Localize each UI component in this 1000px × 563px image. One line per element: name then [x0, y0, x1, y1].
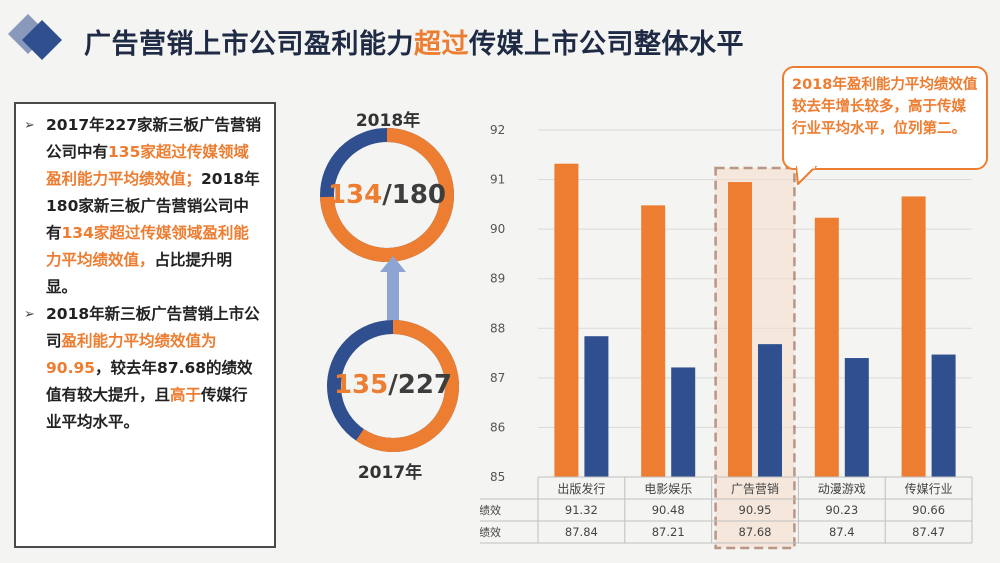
- bar: [758, 344, 782, 477]
- page-title: 广告营销上市公司盈利能力超过传媒上市公司整体水平: [84, 29, 744, 60]
- data-label: 90.66: [912, 503, 945, 517]
- data-label: 90.95: [739, 503, 772, 517]
- x-tick-label: 出版发行: [557, 481, 605, 496]
- data-label: 87.4: [829, 525, 855, 539]
- data-label: 90.48: [652, 503, 685, 517]
- data-label: 90.23: [825, 503, 858, 517]
- bar: [641, 205, 666, 477]
- bar: [814, 217, 839, 477]
- data-label: 87.47: [912, 525, 945, 539]
- bar: [554, 163, 579, 478]
- callout-tail: [796, 166, 817, 185]
- y-tick-label: 86: [490, 420, 505, 434]
- bullet-arrow-icon: ➢: [24, 307, 35, 322]
- y-tick-label: 90: [490, 222, 505, 236]
- bar: [931, 354, 956, 477]
- bar: [728, 182, 752, 478]
- x-tick-label: 广告营销: [731, 482, 779, 496]
- data-label: 87.68: [739, 525, 772, 539]
- bar-chart: 92 91 90 89 88 87 86 85 出版发行 电影娱乐 广告营销 动漫游戏 传媒行业 2018…: [480, 123, 973, 550]
- y-tick-label: 92: [490, 123, 505, 137]
- y-tick-label: 85: [490, 470, 505, 484]
- donut-2017-ratio: 135/227: [333, 370, 453, 400]
- donut-2018: [320, 128, 454, 262]
- legend-label: 2017年盈利能力行业平均绩效: [480, 525, 501, 539]
- callout-note: 2018年盈利能力平均绩效值较去年增长较多，高于传媒行业平均水平，位列第二。: [782, 66, 988, 170]
- x-tick-label: 传媒行业: [905, 481, 953, 496]
- bar: [671, 367, 696, 477]
- donut-2018-ratio: 134/180: [327, 180, 447, 210]
- y-tick-label: 89: [490, 272, 505, 286]
- y-tick-label: 87: [490, 371, 505, 385]
- x-tick-label: 电影娱乐: [644, 482, 692, 496]
- donut-2017: [327, 320, 459, 452]
- donut-2018-label: 2018年: [355, 111, 421, 131]
- bar: [901, 196, 926, 477]
- logo-diamonds: [8, 14, 62, 60]
- up-arrow-icon: [380, 256, 406, 320]
- donut-2017-label: 2017年: [357, 463, 423, 483]
- bullet-2017-2018-counts: ➢ 2017年227家新三板广告营销公司中有135家超过传媒领域盈利能力平均绩效值…: [24, 112, 262, 301]
- y-tick-label: 88: [490, 321, 505, 335]
- bar: [584, 336, 609, 477]
- data-label: 91.32: [565, 503, 598, 517]
- summary-textbox: ➢ 2017年227家新三板广告营销公司中有135家超过传媒领域盈利能力平均绩效值…: [14, 102, 276, 548]
- data-label: 87.21: [652, 525, 685, 539]
- bullet-2018-performance: ➢ 2018年新三板广告营销上市公司盈利能力平均绩效值为90.95，较去年87.6…: [24, 301, 262, 436]
- title-highlight: 超过: [414, 29, 469, 60]
- data-label: 87.84: [565, 525, 598, 539]
- bar: [844, 358, 869, 477]
- x-tick-label: 动漫游戏: [818, 482, 866, 496]
- legend-label: 2018年盈利能力行业平均绩效: [480, 503, 501, 517]
- bullet-arrow-icon: ➢: [24, 118, 35, 133]
- y-tick-label: 91: [490, 173, 505, 187]
